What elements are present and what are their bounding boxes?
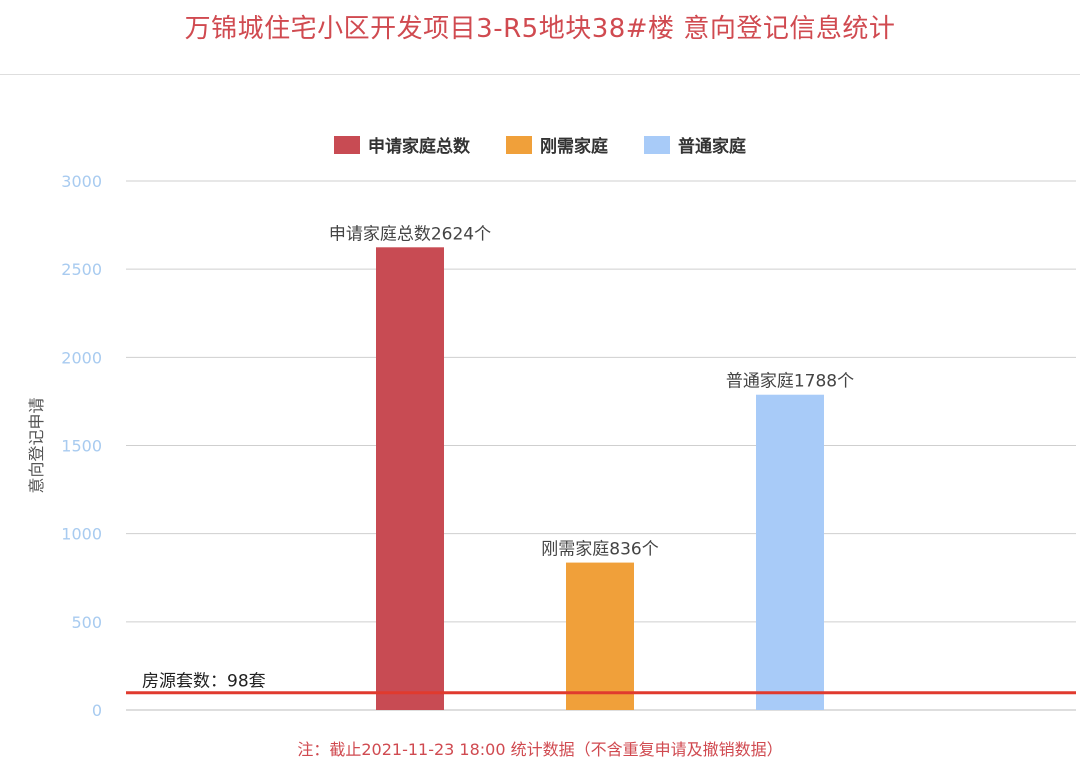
legend-label-total: 申请家庭总数 (368, 137, 470, 157)
legend-swatch-total (334, 135, 360, 154)
footnote: 注：截止2021-11-23 18:00 统计数据（不含重复申请及撤销数据） (297, 740, 783, 759)
y-tick-label-1500: 1500 (61, 437, 102, 456)
y-tick-label-2500: 2500 (61, 260, 102, 279)
y-tick-label-1000: 1000 (61, 525, 102, 544)
y-tick-label-3000: 3000 (61, 172, 102, 191)
data-label-ordinary: 普通家庭1788个 (726, 372, 854, 392)
title-divider (0, 74, 1080, 75)
y-tick-label-2000: 2000 (61, 348, 102, 367)
reference-line-label: 房源套数：98套 (142, 672, 266, 692)
legend-item-ordinary[interactable]: 普通家庭 (644, 132, 746, 157)
y-tick-label-500: 500 (71, 613, 102, 632)
data-label-total: 申请家庭总数2624个 (329, 224, 491, 244)
legend-label-ordinary: 普通家庭 (678, 137, 746, 157)
y-tick-label-0: 0 (92, 701, 102, 720)
bar-total[interactable] (376, 247, 444, 710)
chart-title: 万锦城住宅小区开发项目3-R5地块38#楼 意向登记信息统计 (184, 14, 896, 44)
legend-label-rigid-demand: 刚需家庭 (540, 137, 608, 157)
legend-swatch-ordinary (644, 135, 670, 154)
bar-rigid-demand[interactable] (566, 562, 634, 710)
data-label-rigid-demand: 刚需家庭836个 (541, 540, 658, 560)
bar-ordinary[interactable] (756, 394, 824, 710)
chart-legend: 申请家庭总数 刚需家庭 普通家庭 (0, 132, 1080, 157)
legend-item-total[interactable]: 申请家庭总数 (334, 132, 470, 157)
y-axis-label: 意向登记申请 (27, 397, 46, 493)
legend-swatch-rigid-demand (506, 135, 532, 154)
legend-item-rigid-demand[interactable]: 刚需家庭 (506, 132, 608, 157)
